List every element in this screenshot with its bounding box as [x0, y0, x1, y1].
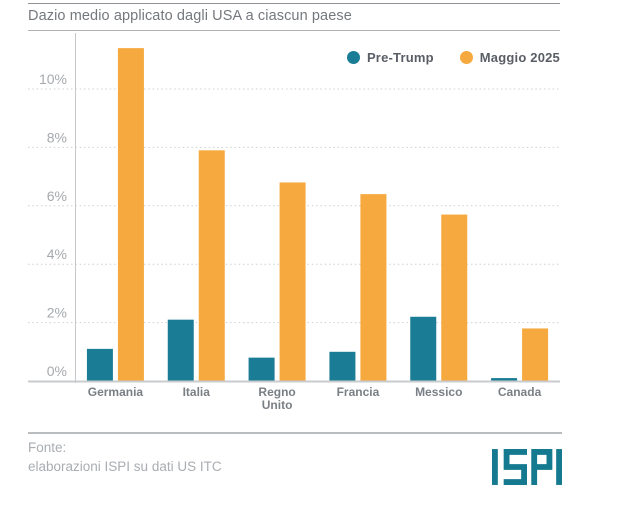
bar-germania-pre-trump — [86, 348, 113, 381]
y-tick-label: 6% — [47, 188, 67, 204]
bar-italia-pre-trump — [167, 319, 194, 381]
bar-francia-maggio-2025 — [360, 194, 387, 381]
chart-title: Dazio medio applicato dagli USA a ciascu… — [28, 8, 352, 24]
source-note: Fonte: elaborazioni ISPI su dati US ITC — [28, 438, 222, 476]
bar-regno-unito-pre-trump — [248, 357, 275, 381]
legend-label: Maggio 2025 — [479, 50, 560, 65]
chart-legend: Pre-Trump Maggio 2025 — [346, 50, 560, 65]
bar-canada-pre-trump — [491, 378, 518, 381]
bar-germania-maggio-2025 — [117, 48, 144, 382]
bar-messico-pre-trump — [410, 316, 437, 381]
bar-canada-maggio-2025 — [522, 328, 549, 381]
x-axis-label: Germania — [88, 385, 144, 399]
x-axis-label: Messico — [415, 385, 462, 399]
bar-messico-maggio-2025 — [441, 214, 468, 381]
pre-trump-dot-icon — [346, 51, 360, 64]
y-tick-label: 2% — [47, 305, 67, 321]
legend-item-pre-trump: Pre-Trump — [346, 50, 434, 65]
ispi-logo — [492, 449, 562, 485]
x-axis-label: Italia — [183, 385, 211, 399]
y-tick-label: 10% — [39, 71, 67, 87]
x-axis-label: Francia — [337, 385, 380, 399]
x-axis-label: Canada — [498, 385, 542, 399]
legend-label: Pre-Trump — [366, 50, 434, 65]
title-underline-rule — [28, 30, 560, 31]
source-line: elaborazioni ISPI su dati US ITC — [28, 459, 222, 474]
footer-rule — [28, 432, 562, 434]
y-tick-label: 8% — [47, 129, 67, 145]
maggio-2025-dot-icon — [459, 51, 473, 64]
bar-regno-unito-maggio-2025 — [279, 182, 306, 381]
bar-francia-pre-trump — [329, 351, 356, 381]
bar-italia-maggio-2025 — [198, 150, 225, 381]
y-tick-label: 0% — [47, 363, 67, 379]
y-tick-label: 4% — [47, 246, 67, 262]
top-rule — [28, 3, 560, 4]
legend-item-maggio-2025: Maggio 2025 — [459, 50, 560, 65]
source-label: Fonte: — [28, 440, 67, 455]
x-axis-label: Regno Unito — [258, 385, 295, 412]
